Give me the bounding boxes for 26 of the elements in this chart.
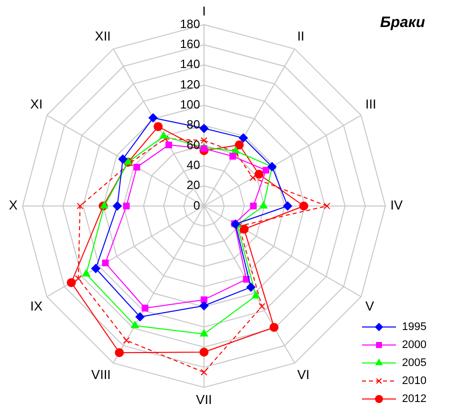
- spoke-label: XI: [30, 96, 43, 112]
- y-tick-label: 120: [180, 77, 200, 92]
- legend-label: 2010: [402, 375, 426, 388]
- y-tick-label: 0: [193, 198, 200, 212]
- spoke-label: VII: [196, 392, 212, 407]
- spoke-label: II: [297, 28, 304, 44]
- text: Браки: [380, 14, 425, 31]
- y-tick-label: 40: [186, 158, 200, 172]
- spoke-label: X: [8, 198, 18, 213]
- y-tick-label: 140: [180, 57, 200, 72]
- legend-label: 1995: [402, 321, 426, 334]
- y-tick-label: 180: [180, 16, 200, 31]
- spoke-label: VI: [297, 366, 310, 382]
- y-tick-label: 20: [186, 178, 200, 192]
- spoke-label: IV: [390, 198, 404, 213]
- spoke-label: IX: [30, 298, 43, 314]
- spoke-label: III: [365, 96, 376, 112]
- spoke-label: XII: [94, 28, 111, 44]
- spoke-label: VIII: [91, 366, 111, 382]
- y-tick-label: 100: [180, 98, 200, 112]
- spoke-label: I: [202, 3, 206, 18]
- spoke-label: V: [365, 298, 374, 314]
- legend-label: 2005: [402, 357, 426, 370]
- legend-label: 2012: [402, 393, 426, 406]
- legend-label: 2000: [402, 339, 426, 352]
- y-tick-label: 160: [180, 37, 200, 52]
